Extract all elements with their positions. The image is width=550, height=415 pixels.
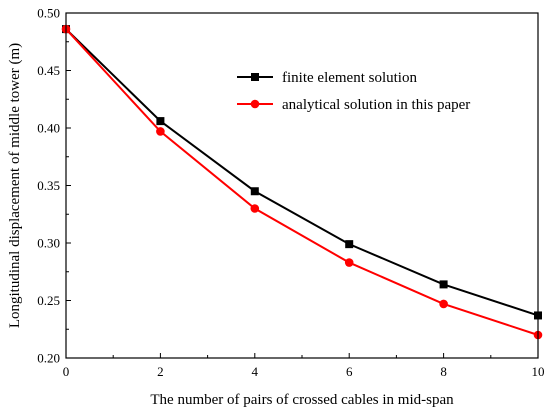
legend-label: analytical solution in this paper [282,97,470,113]
y-tick-label: 0.50 [37,6,60,21]
data-point [250,187,259,196]
data-point [156,117,165,126]
x-axis-title: The number of pairs of crossed cables in… [150,392,454,408]
legend-marker [250,99,260,109]
x-tick-label: 6 [346,364,353,379]
legend-marker [251,73,259,81]
data-point [250,204,260,213]
series-line [65,28,539,336]
data-point [344,258,354,267]
y-tick-label: 0.25 [37,293,60,308]
x-tick-label: 2 [157,364,164,379]
x-tick-label: 10 [532,364,545,379]
legend-item: analytical solution in this paper [237,97,470,113]
y-tick-label: 0.35 [37,178,60,193]
x-tick-label: 4 [252,364,259,379]
data-point [439,280,448,289]
series-line [65,28,539,317]
data-point [156,127,165,136]
axes: 0 2 4 6 8 10 0.20 0.25 0.30 0.35 0.40 0.45 0.50 [37,6,544,380]
data-point [439,299,448,309]
x-tick-label: 8 [440,364,447,379]
data-point [345,240,354,249]
y-tick-label: 0.20 [37,351,60,366]
legend-item: finite element solution [237,70,417,86]
y-tick-label: 0.40 [37,121,60,136]
y-tick-label: 0.30 [37,236,60,251]
legend-label: finite element solution [282,70,417,86]
plot-frame [65,12,539,359]
y-axis-title: Longitudinal displacement of middle towe… [7,43,23,328]
y-tick-label: 0.45 [37,63,60,78]
x-tick-label: 0 [63,364,70,379]
legend: finite element solution analytical soluti… [237,70,470,113]
